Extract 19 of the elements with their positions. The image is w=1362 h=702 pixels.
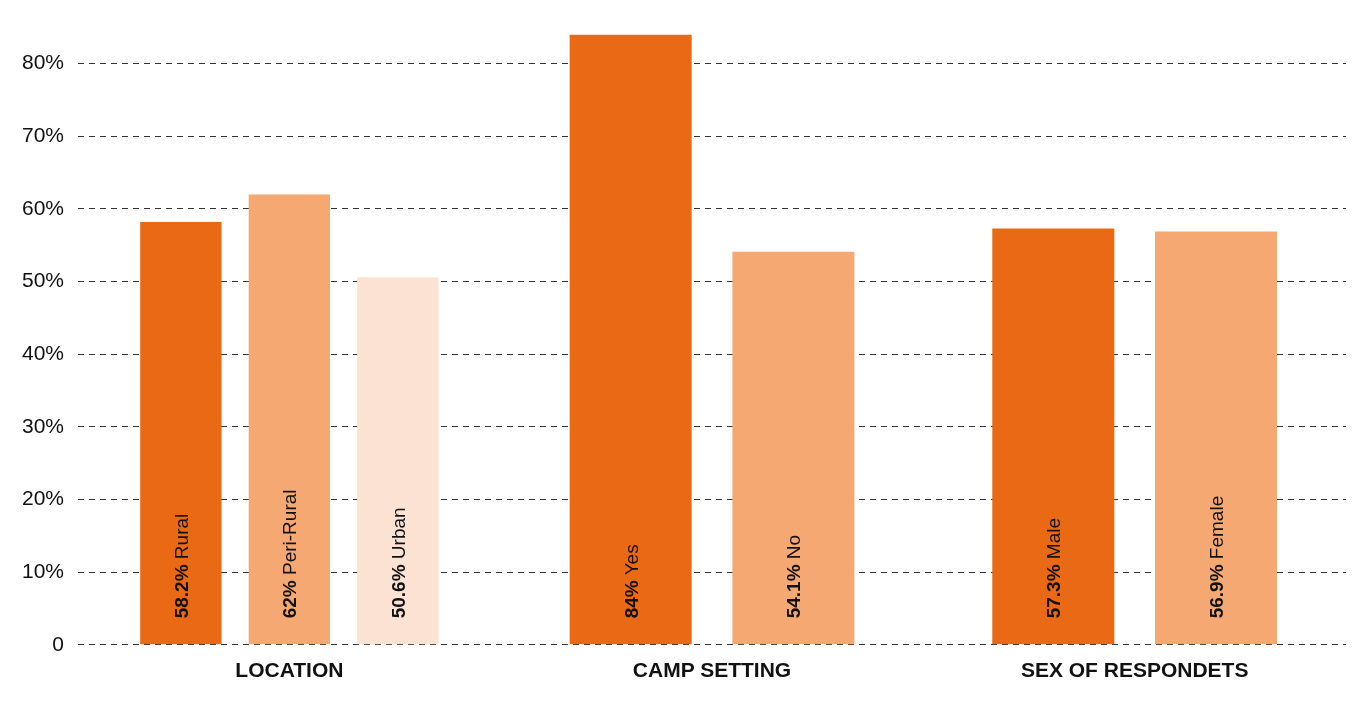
y-tick-label: 20%: [22, 486, 65, 510]
data-label: 62% Peri-Rural: [279, 489, 301, 619]
y-tick-label: 50%: [22, 268, 65, 292]
data-label: 50.6% Urban: [387, 507, 409, 619]
y-tick-label: 80%: [22, 50, 65, 74]
data-label: 84% Yes: [620, 544, 642, 619]
data-label: 58.2% Rural: [170, 513, 192, 619]
x-tick-label: SEX OF RESPONDETS: [1020, 658, 1249, 682]
data-label: 56.9% Female: [1206, 495, 1228, 619]
y-tick-label: 40%: [22, 341, 65, 365]
y-tick-label: 0: [52, 631, 65, 655]
y-tick-label: 70%: [22, 123, 65, 147]
y-tick-label: 30%: [22, 413, 65, 437]
data-label: 54.1% No: [783, 534, 805, 619]
x-tick-label: LOCATION: [235, 658, 344, 682]
data-label: 57.3% Male: [1043, 517, 1065, 619]
y-tick-label: 10%: [22, 558, 65, 582]
y-tick-label: 60%: [22, 195, 65, 219]
x-tick-label: CAMP SETTING: [632, 658, 792, 682]
